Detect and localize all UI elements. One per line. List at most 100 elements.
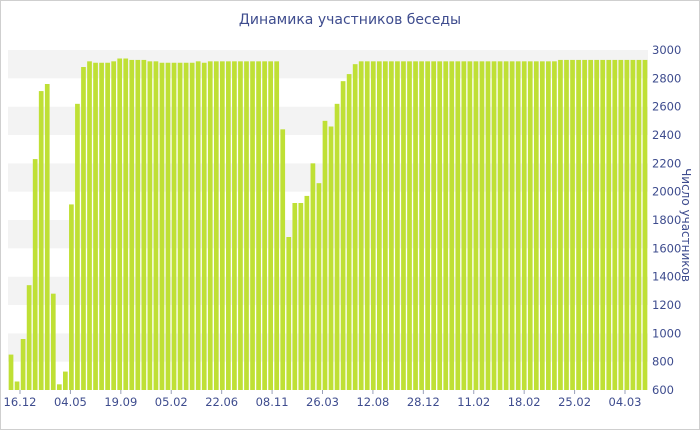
bar: [207, 61, 213, 390]
bar: [153, 61, 159, 390]
grid-band: [8, 78, 648, 107]
bar: [99, 62, 104, 390]
bar: [262, 61, 267, 390]
y-axis-ticks: 600 800 1000 1200 1400 1600 1800 2000 2200 2400 26…: [652, 43, 681, 397]
bar: [552, 61, 557, 390]
bar: [618, 59, 624, 391]
bar: [129, 59, 135, 391]
bar: [69, 204, 74, 390]
x-tick-label: 16.12: [4, 395, 37, 409]
bar: [316, 183, 322, 390]
x-tick-label: 11.02: [457, 395, 490, 409]
bar: [334, 103, 340, 390]
bar: [570, 59, 575, 391]
bar: [171, 62, 177, 390]
bar: [407, 61, 412, 390]
bar: [582, 59, 587, 391]
bar: [304, 195, 310, 390]
bar: [624, 59, 630, 391]
bar: [328, 126, 334, 390]
bar: [147, 61, 153, 390]
bar: [401, 61, 406, 390]
y-tick-label: 1400: [652, 270, 681, 284]
bar: [600, 59, 606, 391]
bar: [268, 61, 273, 390]
x-axis-ticks: 16.12 04.05 19.09 05.02 22.06 08.11 26.03 12.08…: [4, 390, 641, 409]
x-tick-label: 04.05: [54, 395, 87, 409]
bar: [250, 61, 255, 390]
grid-bands: [8, 50, 648, 390]
bar: [292, 203, 298, 390]
bar: [461, 61, 467, 390]
bar: [280, 129, 286, 391]
x-tick-label: 19.09: [104, 395, 137, 409]
bar: [479, 61, 485, 390]
y-tick-label: 1000: [652, 326, 681, 340]
bar: [521, 61, 527, 390]
bar: [419, 61, 424, 390]
grid-band: [8, 50, 648, 79]
bar: [576, 59, 581, 391]
bar: [546, 61, 551, 390]
bar: [44, 84, 50, 390]
grid-band: [8, 276, 648, 305]
bar: [322, 120, 328, 390]
bar: [213, 61, 219, 390]
bar: [183, 62, 189, 390]
bar: [509, 61, 515, 390]
bar: [491, 61, 497, 390]
bar: [286, 237, 292, 390]
bar: [189, 62, 195, 390]
bar: [38, 91, 44, 390]
bar: [594, 59, 600, 391]
bar: [201, 62, 207, 390]
bar: [443, 61, 449, 390]
bar: [93, 62, 98, 390]
bar: [159, 62, 165, 390]
bar: [232, 61, 237, 390]
x-tick-label: 18.02: [508, 395, 541, 409]
grid-band: [8, 106, 648, 135]
y-tick-label: 600: [652, 383, 674, 397]
bar: [177, 62, 183, 390]
bar: [606, 59, 612, 391]
bar: [588, 59, 593, 391]
bar: [32, 159, 38, 390]
x-tick-label: 26.03: [306, 395, 339, 409]
bar: [219, 61, 225, 390]
bar: [376, 61, 382, 390]
bar: [165, 62, 171, 390]
y-tick-label: 2000: [652, 185, 681, 199]
y-tick-label: 2400: [652, 128, 681, 142]
y-tick-label: 1600: [652, 241, 681, 255]
x-tick-label: 28.12: [407, 395, 440, 409]
bar: [533, 61, 539, 390]
bar: [642, 59, 648, 391]
bar: [56, 384, 62, 390]
bars: [8, 58, 648, 391]
grid-band: [8, 305, 648, 334]
bar: [612, 59, 618, 391]
bar: [135, 59, 141, 391]
bar: [455, 61, 461, 390]
bar: [395, 61, 400, 390]
grid-band: [8, 248, 648, 277]
bar: [274, 61, 280, 390]
bar: [389, 61, 394, 390]
bar: [8, 354, 14, 390]
bar: [81, 67, 86, 390]
bar: [564, 59, 569, 391]
chart-title: Динамика участников беседы: [238, 12, 462, 28]
grid-band: [8, 135, 648, 164]
bar: [630, 59, 636, 391]
y-tick-label: 3000: [652, 43, 681, 57]
bar: [364, 61, 370, 390]
bar: [50, 293, 56, 390]
bar: [358, 61, 364, 390]
y-tick-label: 2800: [652, 71, 681, 85]
bar: [346, 74, 352, 390]
bar: [238, 61, 243, 390]
bar: [383, 61, 388, 390]
bar: [449, 61, 455, 390]
